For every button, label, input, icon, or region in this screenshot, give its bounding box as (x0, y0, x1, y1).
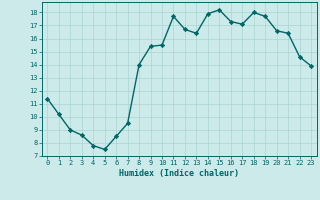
X-axis label: Humidex (Indice chaleur): Humidex (Indice chaleur) (119, 169, 239, 178)
